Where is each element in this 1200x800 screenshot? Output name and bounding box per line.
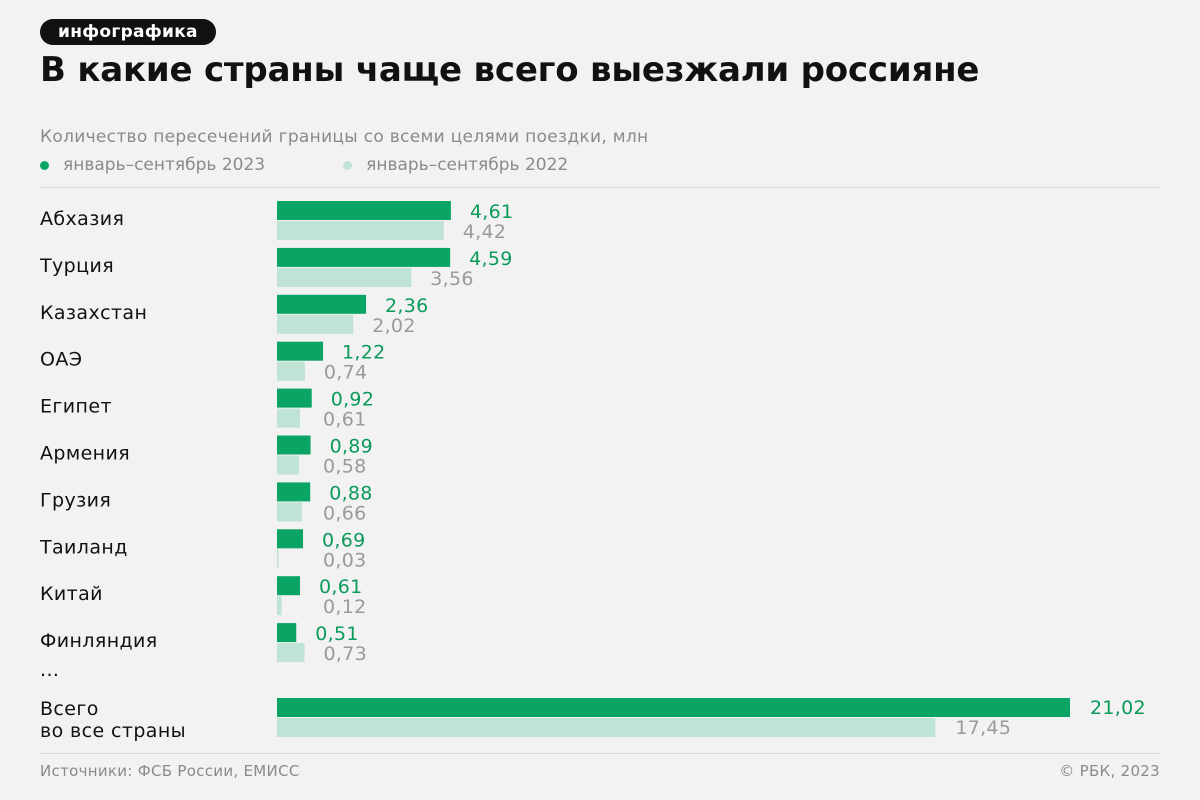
value-label-2022: 0,12 (323, 596, 367, 618)
value-label-2022: 4,42 (463, 221, 507, 243)
bar-2022 (277, 267, 412, 287)
country-label: Армения (40, 443, 130, 465)
sources-text: Источники: ФСБ России, ЕМИСС (40, 762, 300, 780)
country-label: Египет (40, 396, 112, 418)
total-label-line1: Всего (40, 698, 99, 720)
country-label: Казахстан (40, 302, 147, 324)
value-label-2022: 0,73 (324, 643, 368, 665)
value-label-2023: 0,92 (331, 389, 375, 411)
value-label-2023: 0,69 (322, 529, 366, 551)
bar-2023 (277, 294, 367, 314)
value-label-2022: 3,56 (430, 268, 474, 290)
copyright-text: © РБК, 2023 (1059, 762, 1160, 780)
list-ellipsis: ... (40, 659, 59, 681)
chart-subtitle: Количество пересечений границы со всеми … (40, 127, 649, 147)
page-title: В какие страны чаще всего выезжали росси… (40, 50, 980, 90)
value-label-2022: 0,61 (323, 409, 367, 431)
top-divider (40, 187, 1160, 188)
total-bar-2023 (277, 698, 1070, 717)
bar-2022 (277, 361, 305, 381)
total-value-2023: 21,02 (1090, 697, 1146, 719)
country-label: ОАЭ (40, 349, 82, 371)
country-label: Таиланд (39, 536, 128, 558)
legend-item-previous: январь–сентябрь 2022 (343, 155, 568, 175)
value-label-2023: 1,22 (342, 342, 386, 364)
value-label-2023: 0,88 (329, 482, 373, 504)
country-label: Турция (39, 255, 114, 277)
bar-chart: Абхазия 4,614,42 Турция 4,593,56 Казахстан 2,… (39, 201, 1146, 742)
legend-label-previous: январь–сентябрь 2022 (366, 155, 569, 175)
legend-label-current: январь–сентябрь 2023 (63, 155, 266, 175)
value-label-2022: 0,03 (323, 549, 367, 571)
bar-2022 (277, 549, 279, 569)
value-label-2023: 2,36 (385, 295, 429, 317)
legend-item-current: январь–сентябрь 2023 (40, 155, 265, 175)
bar-2023 (277, 623, 297, 643)
value-label-2022: 2,02 (372, 315, 416, 337)
total-label-line2: во все страны (40, 720, 186, 742)
bottom-divider (40, 753, 1160, 754)
country-label: Грузия (40, 489, 111, 511)
value-label-2023: 4,59 (469, 248, 513, 270)
bar-2022 (277, 596, 282, 616)
bar-2022 (277, 502, 302, 522)
bar-2023 (277, 201, 451, 220)
value-label-2022: 0,66 (323, 502, 367, 524)
bar-2023 (277, 435, 311, 455)
country-label: Финляндия (40, 630, 158, 652)
value-label-2022: 0,74 (324, 362, 368, 384)
total-value-2022: 17,45 (955, 717, 1011, 739)
bar-2022 (277, 221, 444, 240)
bar-2023 (277, 529, 304, 549)
bar-2023 (277, 576, 301, 596)
infographic-tag: инфографика (40, 19, 216, 45)
value-label-2023: 4,61 (470, 201, 514, 223)
total-bar-2022 (277, 718, 936, 737)
bar-2022 (277, 314, 354, 334)
country-label: Абхазия (40, 208, 124, 230)
chart-legend: январь–сентябрь 2023 январь–сентябрь 202… (40, 155, 568, 175)
bar-2023 (277, 388, 312, 408)
bar-2023 (277, 247, 451, 267)
legend-dot-current (40, 160, 49, 170)
bar-2023 (277, 341, 324, 361)
bar-2022 (277, 643, 305, 663)
bar-2022 (277, 408, 301, 428)
value-label-2022: 0,58 (323, 456, 367, 478)
bar-2022 (277, 455, 299, 475)
legend-dot-previous (343, 160, 353, 170)
bar-2023 (277, 482, 311, 502)
value-label-2023: 0,61 (319, 576, 363, 598)
value-label-2023: 0,51 (315, 623, 359, 645)
value-label-2023: 0,89 (330, 436, 374, 458)
country-label: Китай (40, 583, 103, 605)
